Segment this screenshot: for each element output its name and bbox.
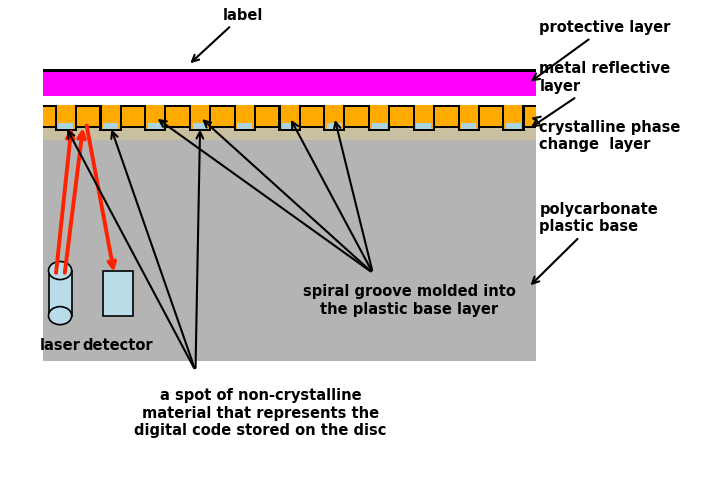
Bar [461, 123, 476, 129]
Bar [49, 271, 72, 316]
Text: detector: detector [83, 338, 153, 353]
Text: label: label [192, 8, 263, 62]
Ellipse shape [49, 262, 72, 280]
Bar [103, 123, 118, 129]
Bar [189, 105, 211, 131]
Bar [416, 123, 432, 129]
Bar [236, 105, 254, 129]
Bar [370, 105, 388, 129]
Bar [368, 105, 390, 131]
Text: crystalline phase
change  layer: crystalline phase change layer [533, 117, 681, 152]
Bar [148, 123, 163, 129]
Text: metal reflective
layer: metal reflective layer [533, 62, 670, 126]
Ellipse shape [49, 307, 72, 325]
Text: polycarbonate
plastic base: polycarbonate plastic base [532, 202, 658, 284]
Bar [43, 126, 536, 128]
Bar [460, 105, 478, 129]
Bar [144, 105, 167, 131]
Bar [43, 128, 536, 140]
Bar [234, 105, 256, 131]
Bar [57, 105, 75, 129]
Bar [323, 105, 345, 131]
Bar [413, 105, 435, 131]
Bar [99, 105, 122, 131]
Bar [502, 105, 524, 131]
Bar [325, 105, 343, 129]
Bar [415, 105, 433, 129]
Bar [43, 105, 536, 107]
Bar [101, 105, 119, 129]
Bar [43, 69, 536, 72]
Bar [191, 105, 209, 129]
Bar [146, 105, 164, 129]
Bar [506, 123, 521, 129]
Text: laser: laser [40, 338, 80, 353]
Text: spiral groove molded into
the plastic base layer: spiral groove molded into the plastic ba… [303, 285, 515, 317]
Bar [103, 271, 133, 316]
Bar [193, 123, 208, 129]
Bar [282, 123, 297, 129]
Bar [371, 123, 387, 129]
Bar [43, 105, 536, 128]
Text: a spot of non-crystalline
material that represents the
digital code stored on th: a spot of non-crystalline material that … [135, 388, 387, 438]
Bar [505, 105, 522, 129]
Bar [327, 123, 342, 129]
Bar [281, 105, 298, 129]
Bar [59, 123, 73, 129]
Bar [43, 70, 536, 96]
Bar [55, 105, 77, 131]
Text: protective layer: protective layer [533, 20, 670, 80]
Bar [237, 123, 253, 129]
Bar [43, 140, 536, 361]
Bar [279, 105, 300, 131]
Bar [458, 105, 480, 131]
